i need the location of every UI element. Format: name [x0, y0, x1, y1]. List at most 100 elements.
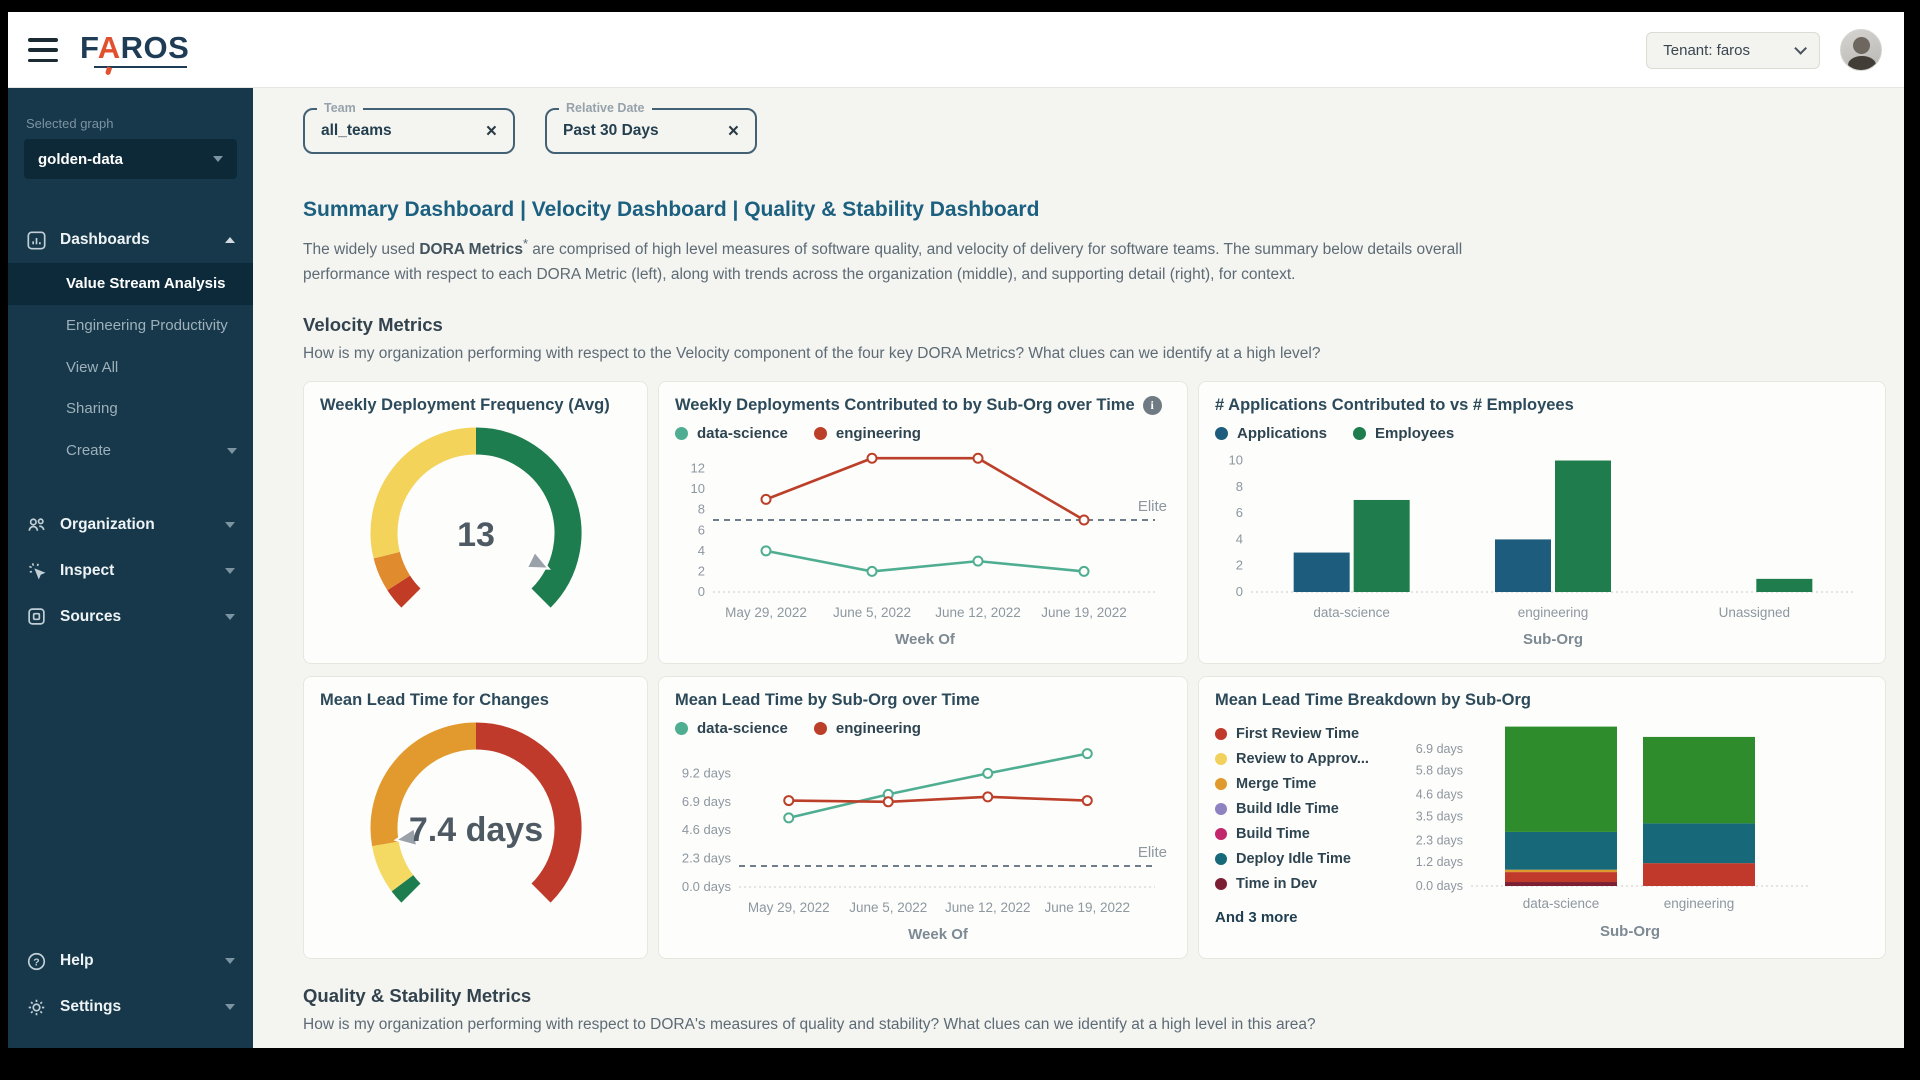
- graph-select[interactable]: golden-data: [24, 139, 237, 179]
- svg-text:Elite: Elite: [1138, 844, 1167, 861]
- svg-text:Elite: Elite: [1138, 498, 1167, 515]
- svg-text:4.6 days: 4.6 days: [1416, 787, 1463, 801]
- chevron-down-icon: [225, 1004, 235, 1010]
- legend-dot: [813, 721, 827, 735]
- chevron-down-icon: [225, 613, 235, 620]
- svg-text:June 19, 2022: June 19, 2022: [1041, 605, 1127, 620]
- legend-item: data-science: [675, 720, 788, 737]
- filter-date-value: Past 30 Days: [563, 122, 659, 139]
- card-weekly-deployment-frequency: Weekly Deployment Frequency (Avg) 13: [303, 380, 648, 664]
- sidebar-item-sources[interactable]: Sources: [8, 594, 253, 640]
- svg-text:10: 10: [691, 481, 705, 496]
- chart-title: Weekly Deployments Contributed to by Sub…: [675, 395, 1135, 414]
- legend-dot: [1215, 802, 1227, 815]
- svg-text:10: 10: [1229, 452, 1243, 467]
- legend-dot: [1215, 777, 1227, 790]
- svg-text:8: 8: [1236, 479, 1243, 494]
- chart-legend: Applications Employees: [1215, 425, 1869, 442]
- chevron-down-icon: [225, 958, 235, 964]
- section-heading-velocity: Velocity Metrics: [303, 313, 443, 335]
- svg-text:data-science: data-science: [1523, 896, 1600, 911]
- svg-text:0.0 days: 0.0 days: [1416, 879, 1463, 893]
- legend-item: First Review Time: [1215, 726, 1401, 742]
- legend-item: Build Time: [1215, 826, 1401, 842]
- svg-text:6: 6: [698, 522, 705, 537]
- chevron-up-icon: [225, 237, 235, 243]
- legend-more-label[interactable]: And 3 more: [1215, 908, 1298, 926]
- sidebar-item-view-all[interactable]: View All: [66, 358, 119, 376]
- filter-bar: Team all_teams × Relative Date Past 30 D…: [303, 101, 1886, 154]
- svg-text:data-science: data-science: [1313, 605, 1390, 620]
- stacked-bar-chart: 0.0 days 1.2 days 2.3 days 3.5 days 4.6 days…: [1401, 718, 1869, 948]
- svg-text:6.9 days: 6.9 days: [682, 794, 732, 809]
- sidebar-item-engineering-productivity[interactable]: Engineering Productivity: [66, 316, 228, 334]
- filter-relative-date[interactable]: Relative Date Past 30 Days ×: [545, 101, 757, 154]
- clear-filter-icon[interactable]: ×: [485, 120, 497, 142]
- sidebar-item-sharing[interactable]: Sharing: [66, 400, 118, 418]
- info-icon[interactable]: i: [1142, 395, 1162, 415]
- chart-legend: data-science engineering: [675, 425, 1171, 442]
- filter-team[interactable]: Team all_teams ×: [303, 101, 515, 154]
- chart-legend: First Review Time Review to Approv... Merg…: [1215, 718, 1401, 948]
- svg-text:June 12, 2022: June 12, 2022: [935, 605, 1021, 620]
- sidebar-item-help[interactable]: ? Help: [8, 938, 253, 984]
- line-chart: 0 2 4 6 8 10 12 Elite May 29, 2022 June 5, 2022 Ju…: [675, 444, 1171, 661]
- chart-title: Mean Lead Time by Sub-Org over Time: [675, 690, 980, 709]
- hamburger-menu-icon[interactable]: [28, 38, 58, 62]
- svg-text:engineering: engineering: [1518, 605, 1589, 620]
- svg-text:6.9 days: 6.9 days: [1416, 742, 1463, 756]
- legend-dot: [813, 426, 827, 440]
- svg-text:2.3 days: 2.3 days: [1416, 833, 1463, 847]
- svg-text:9.2 days: 9.2 days: [682, 765, 732, 780]
- legend-item: Review to Approv...: [1215, 751, 1401, 767]
- sources-icon: [28, 608, 45, 626]
- svg-text:Unassigned: Unassigned: [1719, 605, 1790, 620]
- inspect-icon: [29, 563, 46, 580]
- card-mean-lead-time-breakdown: Mean Lead Time Breakdown by Sub-Org Firs…: [1198, 675, 1886, 959]
- svg-text:7.4 days: 7.4 days: [408, 811, 542, 849]
- legend-dot: [1215, 827, 1227, 840]
- legend-item: data-science: [675, 425, 788, 442]
- sidebar-item-organization[interactable]: Organization: [8, 502, 253, 548]
- svg-text:0.0 days: 0.0 days: [682, 879, 732, 894]
- dashboards-icon: [27, 230, 46, 250]
- tenant-selector[interactable]: Tenant: faros: [1646, 32, 1820, 69]
- svg-text:5.8 days: 5.8 days: [1416, 763, 1463, 777]
- chart-title: Mean Lead Time for Changes: [320, 690, 549, 709]
- svg-text:6: 6: [1236, 505, 1243, 520]
- svg-text:4.6 days: 4.6 days: [682, 822, 732, 837]
- svg-text:Week Of: Week Of: [895, 631, 956, 648]
- sidebar-nav: Dashboards Value Stream Analysis Enginee…: [8, 217, 253, 640]
- gauge-svg: 7.4 days: [370, 722, 581, 903]
- user-avatar[interactable]: [1840, 29, 1882, 71]
- sidebar-item-inspect[interactable]: Inspect: [8, 548, 253, 594]
- svg-text:2: 2: [1236, 557, 1243, 572]
- svg-text:May 29, 2022: May 29, 2022: [748, 900, 830, 915]
- chart-title: # Applications Contributed to vs # Emplo…: [1215, 395, 1574, 414]
- logo-rocket-flame: [104, 66, 113, 76]
- faros-logo: FAROS: [80, 30, 189, 76]
- sidebar-item-value-stream-analysis[interactable]: Value Stream Analysis: [8, 263, 253, 305]
- legend-dot: [675, 426, 688, 440]
- svg-text:0: 0: [698, 584, 705, 599]
- section-question-quality: How is my organization performing with r…: [303, 1015, 1316, 1033]
- page-description: The widely used DORA Metrics* are compri…: [303, 236, 1463, 283]
- page-title: Summary Dashboard | Velocity Dashboard |…: [303, 198, 1040, 221]
- svg-text:2.3 days: 2.3 days: [682, 850, 732, 865]
- topbar: FAROS Tenant: faros: [8, 12, 1904, 88]
- legend-dot: [1353, 426, 1367, 440]
- legend-item: Time in Dev: [1215, 876, 1401, 892]
- filter-team-label: Team: [317, 101, 363, 115]
- chart-legend: data-science engineering: [675, 720, 1171, 737]
- svg-text:engineering: engineering: [1664, 896, 1735, 911]
- gauge-chart: 7.4 days: [320, 714, 631, 937]
- sidebar-footer: ? Help Settings: [8, 938, 253, 1030]
- sidebar-item-settings[interactable]: Settings: [8, 984, 253, 1030]
- legend-dot: [1215, 752, 1227, 765]
- svg-text:1.2 days: 1.2 days: [1416, 855, 1463, 869]
- cards-row-velocity: Weekly Deployment Frequency (Avg) 13 Wee…: [303, 380, 1886, 664]
- clear-filter-icon[interactable]: ×: [727, 120, 739, 142]
- legend-dot: [1215, 426, 1228, 440]
- sidebar-item-dashboards[interactable]: Dashboards: [8, 217, 253, 263]
- sidebar-item-create[interactable]: Create: [8, 430, 253, 472]
